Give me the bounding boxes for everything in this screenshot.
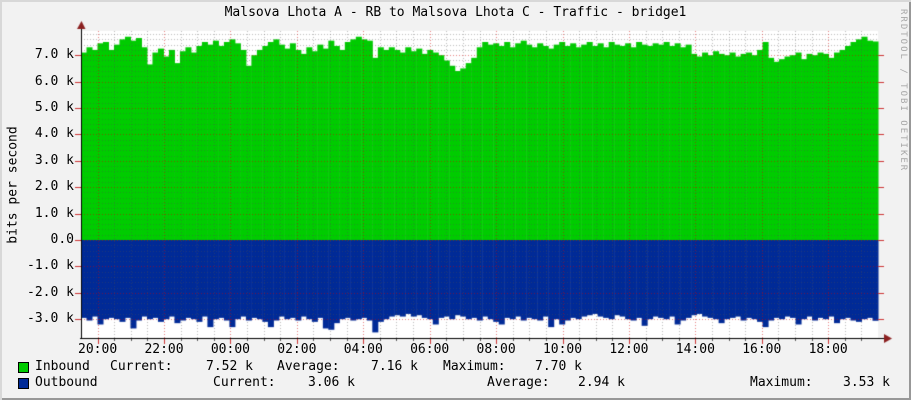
outbound-average-label: Average: [487, 375, 550, 390]
inbound-current-value: 7.52 k [206, 359, 253, 374]
x-tick-label: 02:00 [277, 342, 317, 357]
inbound-maximum-label: Maximum: [443, 359, 506, 374]
outbound-current-value: 3.06 k [308, 375, 355, 390]
inbound-average-label: Average: [277, 359, 340, 374]
graph-title: Malsova Lhota A - RB to Malsova Lhota C … [224, 5, 687, 20]
inbound-label: Inbound [35, 359, 90, 374]
y-tick-label: 6.0 k [34, 73, 74, 89]
x-tick-label: 18:00 [808, 342, 848, 357]
outbound-current-label: Current: [213, 375, 276, 390]
inbound-average-value: 7.16 k [371, 359, 418, 374]
x-tick-label: 10:00 [542, 342, 583, 357]
inbound-current-label: Current: [110, 359, 173, 374]
y-tick-label: 2.0 k [34, 179, 74, 195]
y-tick-label: 1.0 k [34, 205, 74, 221]
y-tick-label: 3.0 k [34, 152, 74, 168]
x-tick-label: 16:00 [742, 342, 782, 357]
x-tick-label: 22:00 [144, 342, 184, 357]
outbound-average-value: 2.94 k [578, 375, 625, 390]
outbound-maximum-value: 3.53 k [843, 375, 890, 390]
x-tick-label: 06:00 [410, 342, 450, 357]
outbound-swatch [18, 378, 29, 389]
x-tick-label: 08:00 [476, 342, 516, 357]
x-tick-label: 14:00 [675, 342, 715, 357]
x-tick-label: 12:00 [609, 342, 649, 357]
outbound-maximum-label: Maximum: [750, 375, 813, 390]
y-tick-label: -2.0 k [27, 284, 74, 300]
y-tick-label: 7.0 k [34, 47, 74, 63]
rrdtool-watermark: RRDTOOL / TOBI OETIKER [898, 9, 908, 173]
x-tick-label: 00:00 [210, 342, 250, 357]
y-tick-label: -3.0 k [27, 311, 74, 327]
x-tick-label: 20:00 [78, 342, 118, 357]
inbound-maximum-value: 7.70 k [535, 359, 582, 374]
outbound-label: Outbound [35, 375, 98, 390]
y-tick-label: 0.0 [50, 232, 74, 247]
y-tick-label: 4.0 k [34, 126, 74, 142]
x-tick-label: 04:00 [343, 342, 383, 357]
y-tick-label: -1.0 k [27, 258, 74, 274]
y-tick-label: 5.0 k [34, 100, 74, 115]
inbound-swatch [18, 362, 29, 373]
